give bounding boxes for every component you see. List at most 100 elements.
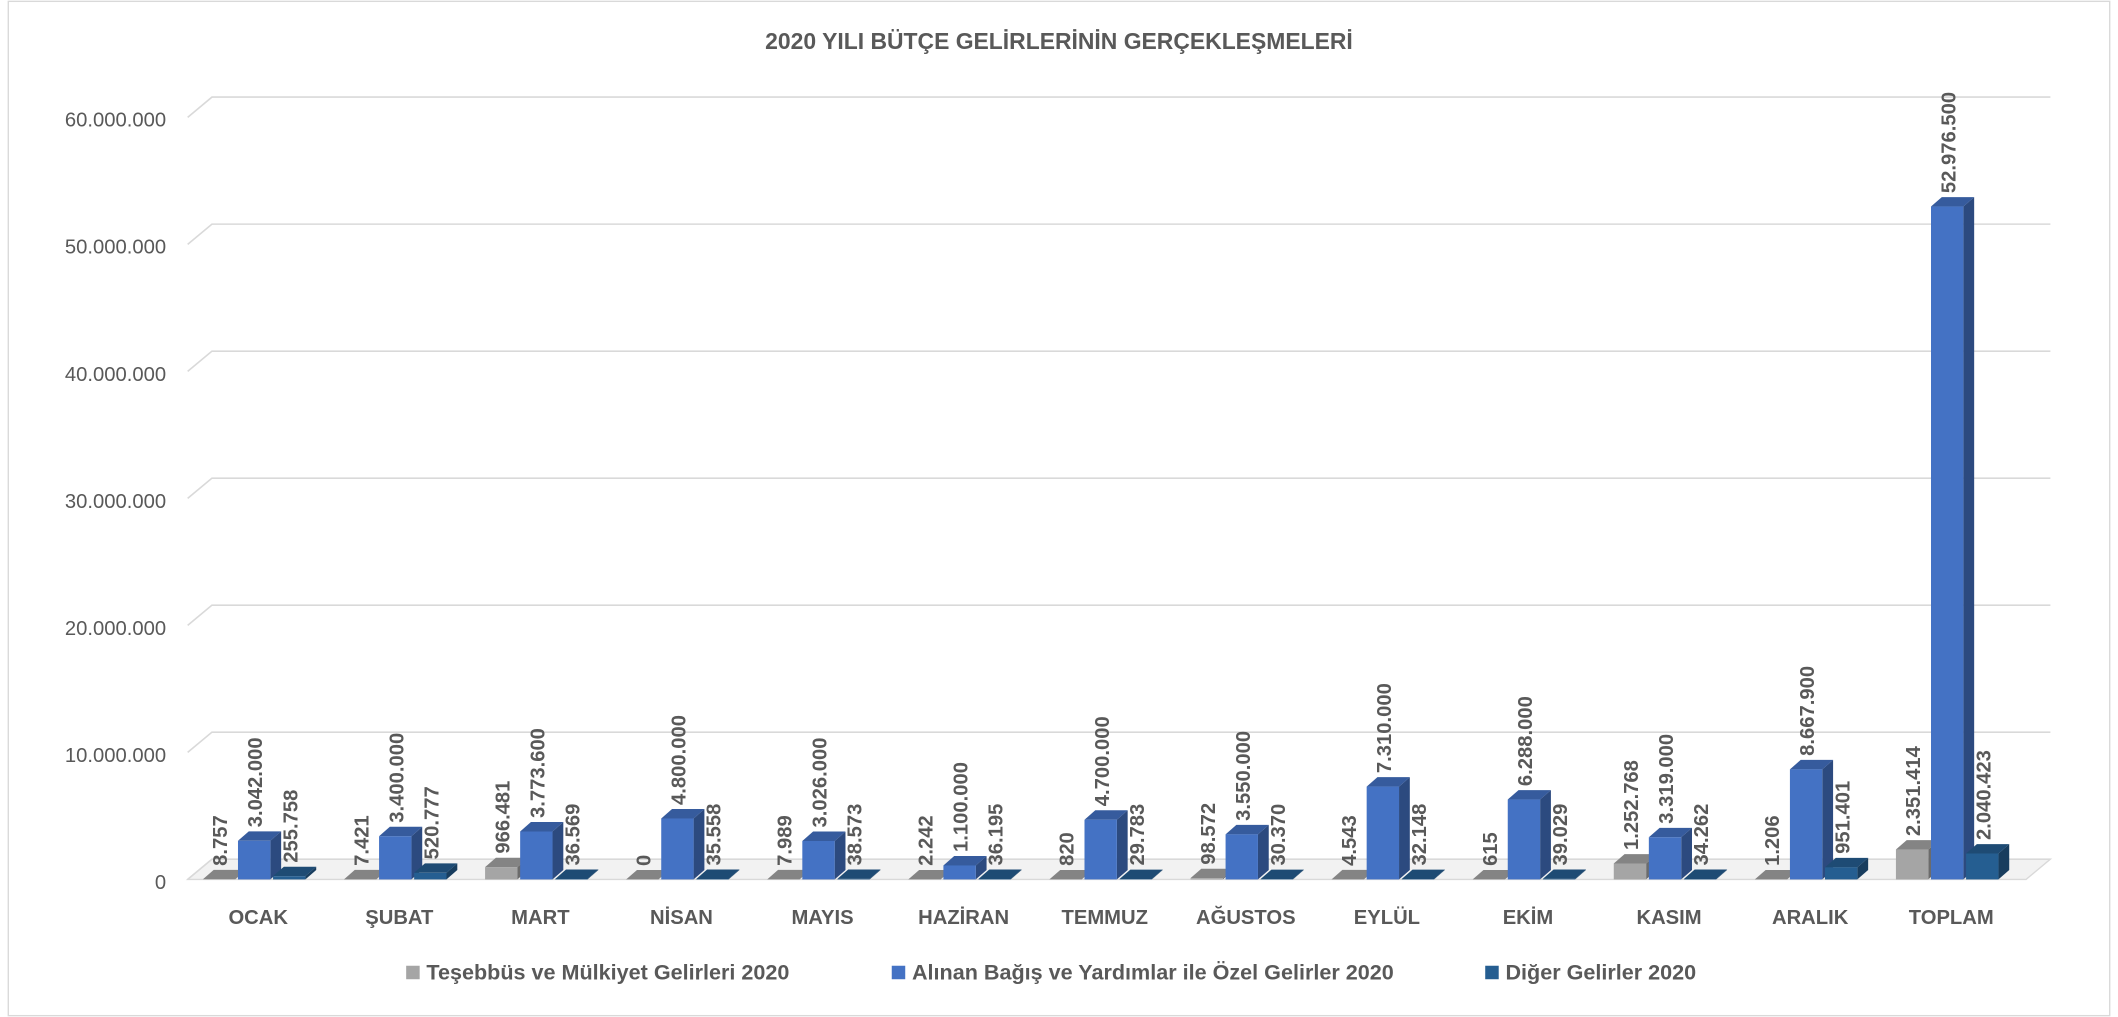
bar-top (414, 863, 458, 873)
bar-side (1010, 869, 1022, 880)
bar-side (1857, 857, 1869, 880)
x-tick-label: ŞUBAT (365, 907, 434, 929)
x-tick-label: TEMMUZ (1061, 907, 1147, 929)
x-tick-label: EKİM (1503, 906, 1554, 929)
y-tick-label: 30.000.000 (65, 491, 166, 513)
bar (802, 840, 835, 880)
bar-side (1399, 777, 1410, 880)
bar-top (908, 869, 952, 880)
bar-top (1366, 777, 1410, 787)
bar-side (834, 831, 846, 880)
data-label: 98.572 (1198, 803, 1220, 865)
bar-top (1613, 854, 1657, 864)
bar (1895, 849, 1929, 880)
data-label: 3.773.600 (527, 728, 549, 818)
x-tick-label: EYLÜL (1354, 906, 1420, 929)
data-label: 3.042.000 (245, 737, 267, 827)
data-label: 35.558 (704, 804, 726, 866)
bar-top (1683, 869, 1728, 879)
bar-top (1966, 844, 2010, 854)
data-label: 32.148 (1409, 804, 1431, 866)
x-tick-label: TOPLAM (1909, 907, 1994, 929)
chart-title: 2020 YILI BÜTÇE GELİRLERİNİN GERÇEKLEŞME… (765, 28, 1353, 54)
bar (1966, 853, 1999, 880)
bar (943, 865, 976, 880)
bar (1789, 769, 1823, 880)
data-label: 520.777 (421, 786, 443, 859)
data-label: 30.370 (1268, 804, 1290, 866)
bar-top (555, 869, 599, 879)
data-label: 34.262 (1691, 804, 1713, 866)
grid-line (187, 223, 2051, 245)
grid-line (187, 731, 2051, 754)
legend-label: Alınan Bağış ve Yardımlar ile Özel Gelir… (912, 960, 1394, 985)
y-tick-label: 40.000.000 (65, 364, 166, 386)
data-label: 1.252.768 (1621, 760, 1643, 850)
bar-side (305, 866, 317, 880)
y-tick-label: 0 (155, 872, 166, 894)
data-label: 2.040.423 (1973, 750, 1995, 840)
bar-top (837, 869, 881, 879)
data-label: 3.026.000 (810, 738, 832, 828)
bar (1931, 206, 1964, 880)
data-label: 2.242 (916, 815, 938, 866)
bar-side (1116, 810, 1128, 880)
bar-top (1931, 197, 1975, 207)
bar-top (379, 826, 423, 837)
data-label: 0 (633, 855, 655, 866)
bar (1648, 837, 1682, 880)
y-tick-label: 60.000.000 (65, 110, 166, 132)
bar (1507, 799, 1541, 880)
bar-side (869, 869, 881, 880)
x-tick-label: ARALIK (1772, 907, 1849, 929)
data-label: 820 (1057, 832, 1079, 866)
bar-side (693, 809, 705, 880)
bar-top (273, 866, 317, 877)
bar (1225, 834, 1258, 880)
x-tick-label: KASIM (1636, 907, 1701, 929)
bar-top (1401, 869, 1445, 880)
bar-side (1716, 869, 1728, 880)
bar-side (975, 856, 987, 880)
bar-side (1822, 759, 1834, 880)
bar-top (767, 869, 811, 880)
bar-side (411, 826, 423, 880)
bar-top (520, 822, 564, 832)
bar-top (1190, 868, 1234, 879)
grid-line (187, 477, 2051, 500)
bar-top (485, 857, 529, 868)
legend-swatch (406, 965, 420, 980)
x-tick-label: HAZİRAN (918, 906, 1009, 929)
bar-side (1998, 844, 2010, 880)
bar-side (728, 869, 740, 880)
bar-top (1119, 869, 1163, 880)
data-label: 52.976.500 (1938, 92, 1960, 193)
bar (1190, 878, 1223, 880)
bar-top (626, 869, 670, 880)
data-label: 7.421 (351, 815, 373, 866)
legend-label: Teşebbüs ve Mülkiyet Gelirleri 2020 (426, 960, 789, 985)
bar-side (446, 863, 458, 880)
bar-top (237, 831, 282, 841)
x-tick-label: MAYIS (791, 907, 853, 929)
data-label: 7.989 (775, 815, 797, 866)
grid-line (187, 604, 2051, 627)
data-label: 4.543 (1339, 815, 1361, 866)
bar-top (1648, 827, 1692, 838)
data-label: 36.195 (986, 804, 1008, 866)
bar-top (1824, 857, 1869, 868)
bar-top (802, 831, 846, 841)
bar-top (1049, 869, 1093, 880)
data-label: 7.310.000 (1374, 683, 1396, 773)
bar (1824, 867, 1858, 880)
grid-line (187, 96, 2051, 118)
data-label: 255.758 (280, 790, 302, 863)
bar-top (1754, 869, 1799, 880)
bar-top (1225, 824, 1269, 835)
x-tick-label: OCAK (228, 907, 288, 929)
x-tick-label: NİSAN (650, 906, 713, 929)
bar-side (1434, 869, 1445, 880)
bar-top (1542, 869, 1586, 879)
legend-swatch (891, 965, 906, 980)
